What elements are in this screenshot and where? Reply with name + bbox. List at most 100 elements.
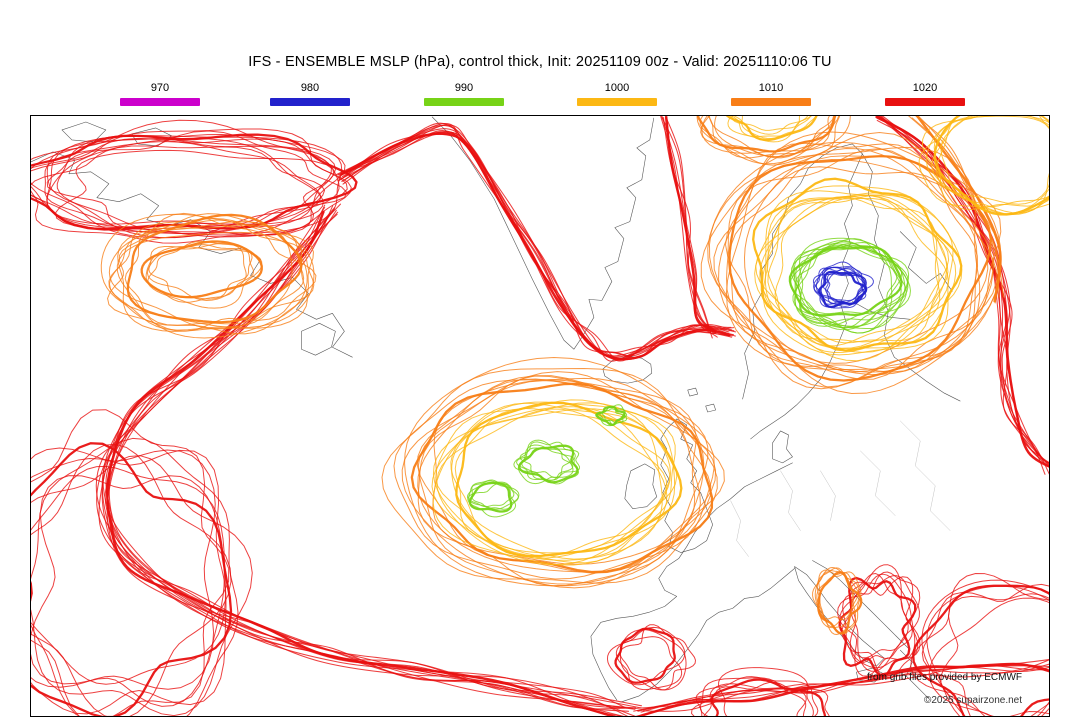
map-path	[432, 402, 663, 561]
map-path	[725, 131, 1002, 371]
map-path	[341, 131, 736, 353]
map-path	[708, 116, 840, 159]
credits: from grib files provided by ECMWF ©2025 …	[867, 666, 1022, 712]
legend-item-1010: 1010	[731, 82, 811, 106]
map-path	[788, 245, 903, 317]
map-path	[733, 116, 809, 135]
map-path	[707, 131, 994, 390]
map-path	[726, 148, 978, 388]
map-path	[606, 626, 686, 686]
map-path	[106, 212, 643, 707]
map-path	[146, 242, 247, 301]
map-path	[839, 575, 920, 659]
map-path	[417, 378, 712, 574]
map-path	[816, 571, 862, 635]
map-path	[126, 213, 303, 324]
map-path	[381, 368, 718, 584]
map-path	[31, 409, 230, 716]
map-path	[467, 482, 517, 518]
map-path	[850, 564, 909, 672]
map-path	[849, 576, 921, 669]
map-path	[660, 418, 713, 553]
legend-swatch	[270, 98, 350, 106]
map-path	[108, 218, 314, 335]
map-path	[879, 116, 1049, 464]
map-path	[341, 128, 732, 362]
map-path	[664, 116, 717, 334]
map-path	[755, 195, 949, 354]
map-path	[31, 145, 326, 244]
legend-swatch	[731, 98, 811, 106]
map-path	[691, 681, 830, 716]
map-path	[727, 116, 811, 143]
map-path	[108, 221, 293, 330]
map-path	[108, 211, 642, 709]
map-path	[599, 404, 628, 424]
map-path	[417, 375, 709, 573]
map-path	[660, 116, 712, 333]
map-path	[450, 402, 678, 554]
map-path	[936, 116, 1049, 205]
map-path	[762, 196, 948, 353]
map-path	[31, 475, 225, 707]
map-path	[894, 231, 961, 402]
map-path	[55, 149, 335, 238]
map-path	[812, 571, 860, 621]
map-path	[860, 450, 896, 516]
map-path	[102, 206, 630, 712]
legend-label: 990	[454, 82, 474, 94]
legend-label: 980	[300, 82, 320, 94]
legend-label: 1000	[604, 82, 630, 94]
map-path	[31, 442, 233, 716]
map-path	[590, 462, 793, 701]
map-path	[795, 245, 898, 329]
map-canvas	[31, 116, 1049, 716]
map-path	[116, 231, 308, 339]
map-path	[404, 356, 705, 587]
map-path	[921, 116, 1049, 214]
map-path	[46, 130, 348, 230]
legend-label: 1020	[912, 82, 938, 94]
credit-copyright: ©2025 supairzone.net	[924, 695, 1022, 706]
map-path	[879, 116, 1049, 466]
map-path	[762, 192, 954, 356]
map-path	[615, 636, 683, 691]
map-path	[812, 268, 864, 308]
map-path	[619, 624, 696, 691]
chart-title: IFS - ENSEMBLE MSLP (hPa), control thick…	[248, 54, 832, 70]
map-panel	[30, 115, 1050, 717]
map-path	[725, 116, 818, 142]
map-path	[921, 579, 1049, 716]
map-path	[31, 465, 226, 685]
map-path	[696, 116, 836, 165]
map-path	[455, 401, 683, 558]
map-path	[31, 437, 239, 716]
map-path	[666, 116, 715, 334]
map-path	[31, 449, 227, 715]
map-path	[619, 629, 687, 691]
map-path	[31, 455, 253, 716]
map-path	[814, 566, 853, 629]
map-path	[817, 571, 863, 635]
map-path	[754, 197, 957, 349]
map-path	[752, 177, 963, 352]
map-path	[699, 677, 807, 716]
map-path	[401, 371, 717, 585]
map-path	[731, 116, 801, 131]
map-path	[700, 146, 981, 394]
map-path	[624, 463, 658, 509]
map-path	[338, 124, 737, 358]
map-path	[793, 240, 907, 329]
legend-swatch	[120, 98, 200, 106]
map-path	[687, 387, 716, 413]
map-path	[31, 443, 232, 716]
map-path	[335, 123, 733, 362]
map-path	[614, 627, 676, 684]
map-path	[145, 246, 263, 309]
map-path	[900, 420, 951, 531]
map-path	[820, 271, 867, 309]
map-path	[467, 482, 520, 510]
map-path	[342, 133, 734, 361]
map-path	[910, 572, 1049, 716]
map-path	[813, 266, 867, 303]
